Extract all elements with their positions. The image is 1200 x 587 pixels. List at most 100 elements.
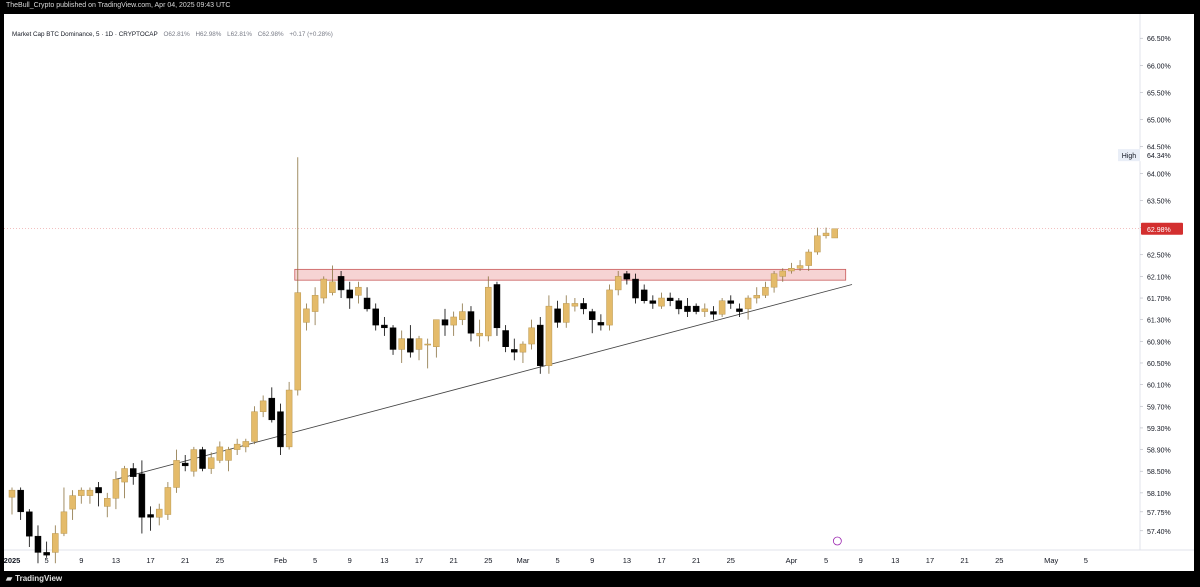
candle-body: [121, 468, 128, 483]
x-tick-label: 9: [859, 556, 863, 565]
legend-change: +0.17 (+0.28%): [289, 31, 333, 38]
candle-body: [207, 457, 215, 469]
candle-body: [294, 292, 302, 391]
tradingview-brand-text: TradingView: [15, 574, 63, 583]
x-tick-label: 13: [112, 556, 120, 565]
candle-body: [337, 276, 345, 291]
event-marker-icon[interactable]: [832, 536, 842, 546]
x-tick-label: 17: [415, 556, 423, 565]
candle-body: [355, 286, 362, 296]
candle-body: [233, 443, 241, 450]
y-tick-label: 66.50%: [1147, 36, 1171, 43]
candle-body: [129, 468, 137, 477]
candle-body: [259, 400, 267, 412]
symbol-legend: Market Cap BTC Dominance, 5 · 1D · CRYPT…: [12, 31, 337, 38]
x-tick-label: 25: [484, 556, 492, 565]
candle-body: [467, 311, 475, 334]
legend-open: O62.81%: [163, 31, 190, 38]
candle-body: [770, 273, 778, 288]
candle-body: [441, 319, 449, 326]
y-tick-label: 57.40%: [1147, 529, 1171, 536]
x-tick-label: 9: [79, 556, 83, 565]
candle-body: [372, 308, 379, 326]
candle-body: [190, 449, 198, 472]
tradingview-logo[interactable]: ▰ TradingView: [6, 574, 62, 583]
candle-body: [485, 286, 492, 337]
candle-body: [329, 281, 336, 293]
candle-body: [796, 265, 804, 269]
candle-body: [614, 276, 622, 291]
candle-body: [459, 311, 466, 320]
footer-bar: ▰ TradingView: [0, 571, 1200, 587]
x-tick-label: 21: [692, 556, 700, 565]
y-tick-label: 64.50%: [1147, 144, 1171, 151]
candle-body: [34, 535, 42, 553]
candle-body: [433, 319, 440, 347]
x-tick-label: May: [1044, 556, 1058, 565]
candle-body: [381, 324, 388, 329]
x-tick-label: 2025: [4, 556, 20, 565]
x-tick-label: 13: [623, 556, 631, 565]
chart-panel[interactable]: 57.40% 57.75% 58.10% 58.50% 58.90% 59.30% 59.7…: [4, 14, 1194, 571]
candle-body: [476, 332, 483, 337]
candle-body: [744, 297, 752, 310]
x-tick-label: 13: [891, 556, 899, 565]
x-tick-label: 21: [449, 556, 457, 565]
y-tick-label: 60.10%: [1147, 383, 1171, 390]
candle-body: [104, 498, 111, 507]
legend-close: C62.98%: [257, 31, 284, 38]
candle-body: [658, 297, 665, 307]
candle-body: [684, 305, 691, 312]
candle-body: [17, 489, 24, 513]
candle-body: [43, 552, 50, 556]
candle-body: [519, 343, 527, 353]
y-tick-label: 61.30%: [1147, 318, 1171, 325]
x-tick-label: 25: [727, 556, 735, 565]
candle-body: [822, 232, 830, 237]
candle-body: [640, 289, 648, 301]
candle-body: [753, 295, 761, 299]
y-tick-label: 63.50%: [1147, 199, 1171, 206]
candle-body: [537, 324, 544, 366]
candle-body: [216, 446, 224, 461]
candle-body: [60, 511, 68, 534]
publisher-line: TheBull_Crypto published on TradingView.…: [6, 2, 231, 9]
candle-body: [727, 300, 735, 304]
candle-body: [112, 479, 120, 499]
candle-body: [762, 286, 769, 296]
candle-body: [545, 305, 553, 366]
candle-body: [26, 511, 33, 537]
candle-body: [225, 449, 232, 461]
y-tick-label: 59.30%: [1147, 426, 1171, 433]
candle-body: [493, 284, 501, 329]
candle-body: [623, 273, 631, 280]
current-price-tag-bg: [1141, 222, 1183, 235]
x-tick-label: 25: [216, 556, 224, 565]
candle-body: [164, 487, 172, 515]
x-tick-label: 13: [380, 556, 388, 565]
y-tick-label: 66.00%: [1147, 63, 1171, 70]
candle-body: [779, 270, 786, 277]
y-tick-label: 62.10%: [1147, 274, 1171, 281]
candle-body: [173, 460, 180, 488]
legend-symbol: Market Cap BTC Dominance, 5 · 1D · CRYPT…: [12, 31, 158, 38]
candle-body: [155, 508, 163, 518]
candle-body: [424, 343, 431, 346]
candle-body: [138, 473, 146, 518]
y-tick-label: 58.50%: [1147, 469, 1171, 476]
candle-body: [363, 297, 371, 310]
y-tick-label: 58.10%: [1147, 491, 1171, 498]
candle-body: [736, 308, 743, 312]
candle-body: [311, 295, 319, 312]
y-tick-label: 60.50%: [1147, 361, 1171, 368]
x-tick-label: 5: [824, 556, 828, 565]
x-tick-label: 5: [45, 556, 49, 565]
candle-body: [268, 397, 276, 421]
candlestick-chart[interactable]: 57.40% 57.75% 58.10% 58.50% 58.90% 59.30% 59.7…: [4, 14, 1194, 571]
candle-body: [389, 327, 397, 350]
candle-body: [8, 489, 16, 498]
y-tick-label: 60.90%: [1147, 339, 1171, 346]
x-tick-label: 25: [995, 556, 1003, 565]
high-tag-label: High: [1122, 153, 1137, 160]
x-tick-label: 9: [590, 556, 594, 565]
